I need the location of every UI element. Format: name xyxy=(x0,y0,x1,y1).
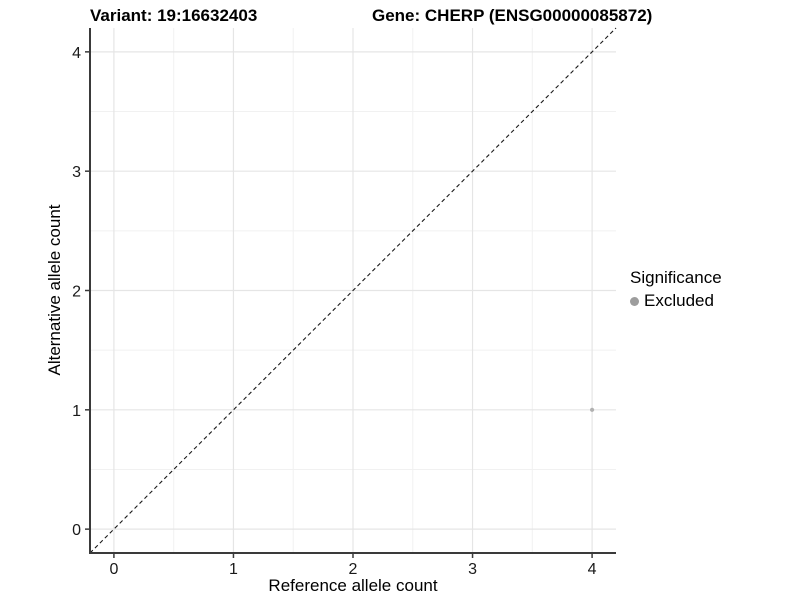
x-axis-tick-label: 1 xyxy=(229,561,238,578)
y-axis-title: Alternative allele count xyxy=(45,204,64,376)
y-axis-tick-label: 2 xyxy=(72,284,81,301)
legend-item-label: Excluded xyxy=(644,291,714,310)
excluded-point-icon xyxy=(630,296,639,306)
x-axis-title: Reference allele count xyxy=(268,576,438,595)
y-axis-tick-label: 3 xyxy=(72,164,81,181)
y-axis-tick-label: 1 xyxy=(72,403,81,420)
plot-title-gene: Gene: CHERP (ENSG00000085872) xyxy=(372,6,653,25)
legend-item-excluded: Excluded xyxy=(630,291,722,311)
x-axis-tick-label: 3 xyxy=(468,561,477,578)
y-axis-tick-label: 4 xyxy=(72,45,81,62)
data-point xyxy=(589,407,595,412)
legend-title: Significance xyxy=(630,268,722,287)
plot-title-variant: Variant: 19:16632403 xyxy=(90,6,258,25)
x-axis-tick-label: 4 xyxy=(588,561,597,578)
x-axis-tick-label: 2 xyxy=(349,561,358,578)
y-axis-tick-label: 0 xyxy=(72,522,81,539)
legend: Significance Excluded xyxy=(630,268,722,311)
x-axis-tick-label: 0 xyxy=(109,561,118,578)
identity-dashed-line xyxy=(89,27,617,554)
